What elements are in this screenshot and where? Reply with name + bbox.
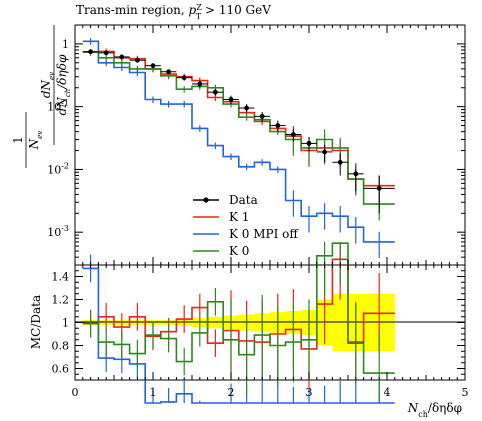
data-point — [88, 49, 93, 55]
ratio-y-tick-label: 0.8 — [52, 340, 70, 353]
data-point — [166, 69, 172, 75]
x-axis: 0 1 2 3 4 5 — [72, 25, 469, 399]
data-point — [337, 159, 343, 165]
data-point — [376, 185, 382, 191]
ratio-y-tick-label: 1.4 — [52, 271, 70, 284]
data-point — [135, 57, 140, 63]
data-point — [306, 140, 312, 146]
legend-marker-data — [203, 197, 209, 203]
ratio-y-tick-label: 1 — [62, 317, 69, 330]
legend: Data K 1 K 0 MPI off K 0 — [193, 193, 299, 258]
ratio-series — [82, 242, 395, 404]
legend-label-k-0-mpi-off: K 0 MPI off — [229, 227, 299, 241]
data-point — [103, 50, 109, 56]
svg-text:Nev: Nev — [27, 131, 44, 151]
data-point — [259, 113, 265, 119]
ratio-y-tick-label: 1.2 — [52, 294, 70, 307]
svg-text:1: 1 — [11, 136, 25, 144]
main-y-tick-label: 1 — [62, 38, 69, 51]
series-line-k-0 — [82, 51, 395, 205]
ratio-line-k-0-mpi-off — [82, 267, 395, 404]
title-text: Trans-min region, — [76, 3, 189, 17]
data-point — [291, 132, 296, 137]
data-point — [353, 171, 359, 177]
legend-label-k-0: K 0 — [229, 244, 249, 258]
data-points — [82, 49, 395, 214]
legend-label-data: Data — [229, 193, 258, 207]
series-line-k-0-mpi-off — [82, 40, 395, 243]
data-point — [197, 81, 203, 87]
data-point — [119, 54, 125, 60]
main-y-axis-label-fraction: dNev dNch/δηδφ — [39, 25, 72, 145]
ratio-y-axis: 0.6 0.8 1 1.2 1.4 — [52, 264, 465, 381]
data-point — [213, 89, 218, 95]
x-tick-label: 4 — [384, 386, 391, 399]
data-point — [181, 75, 187, 81]
x-tick-label: 2 — [228, 386, 235, 399]
ratio-y-axis-label: MC/Data — [29, 295, 43, 349]
chart-title: Trans-min region, pZ T > 110 GeV — [76, 3, 271, 21]
data-point — [275, 123, 281, 128]
svg-text:dNch/δηδφ: dNch/δηδφ — [55, 54, 72, 115]
x-tick-label: 1 — [150, 386, 157, 399]
data-point — [150, 63, 156, 69]
main-y-tick-label: 10-3 — [47, 224, 69, 239]
x-tick-label: 3 — [306, 386, 313, 399]
x-tick-label: 0 — [72, 386, 79, 399]
x-tick-label: 5 — [462, 386, 469, 399]
data-point — [244, 105, 250, 111]
data-point — [228, 97, 234, 102]
svg-text:dNev: dNev — [39, 72, 56, 98]
legend-label-k-1: K 1 — [229, 210, 249, 224]
main-y-axis-label: 1 Nev — [11, 112, 44, 168]
main-series — [82, 38, 395, 259]
data-point — [322, 149, 327, 155]
ratio-y-tick-label: 0.6 — [52, 363, 70, 376]
x-axis-label: Nch/δηδφ — [407, 401, 462, 419]
main-y-tick-label: 10-2 — [47, 161, 69, 176]
